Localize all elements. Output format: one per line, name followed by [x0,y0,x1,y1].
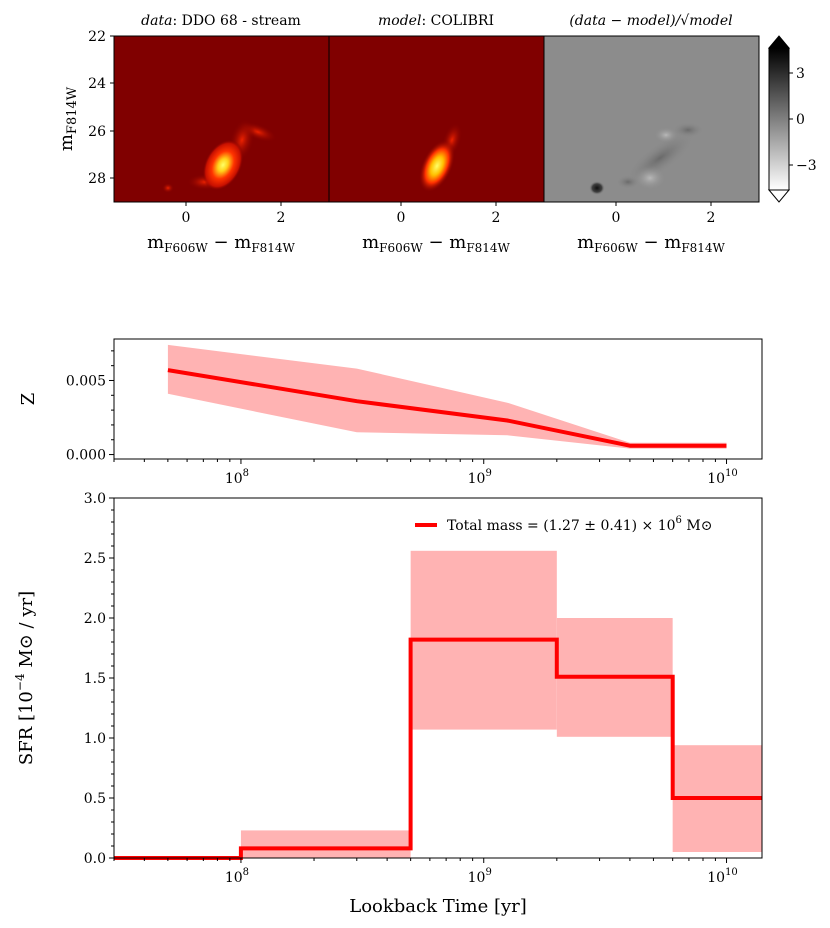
x-tick-label: 2 [492,210,501,226]
x-tick-label: 109 [468,867,492,886]
x-tick-label: 2 [277,210,286,226]
cmd-x-label: mF606W − mF814W [362,232,510,255]
sfr-x-ticks: 108 109 1010 [113,858,738,886]
cmd-panel-data [114,36,329,202]
y-tick-label: 0.0 [84,851,106,867]
z-median-line [167,368,727,448]
sfr-bin-band [240,830,411,858]
x-tick-label: 0 [182,210,191,226]
cmd-y-label: mF814W [56,86,80,151]
x-tick-label: 1010 [707,468,738,487]
sfr-x-label: Lookback Time [yr] [349,896,527,917]
sfr-panel: 0.0 0.5 1.0 1.5 2.0 2.5 3.0 108 109 1010 SFR [10… [13,491,763,917]
cmd-x-axes: 0 2 0 2 0 2 mF606W − mF814W mF606W − mF8… [147,202,726,255]
panel-title-residual: (data − model)/√model [569,13,732,29]
z-uncertainty-band [167,344,727,449]
y-tick-label: 2.5 [84,551,106,567]
residual-structure [672,122,704,138]
y-tick-label: 22 [88,29,106,45]
x-tick-label: 108 [225,867,249,886]
metallicity-panel: 0.000 0.005 108 109 1010 Z [18,338,763,487]
z-y-ticks: 0.000 0.005 [66,350,114,464]
cmd-panel-model [329,36,544,202]
y-tick-label: 0.005 [66,373,106,389]
cmd-panels: data: DDO 68 - stream model: COLIBRI (da… [56,13,817,255]
cmd-x-label: mF606W − mF814W [577,232,725,255]
y-tick-label: 3.0 [84,491,106,507]
x-tick-label: 0 [397,210,406,226]
residual-light [654,127,678,143]
panel-title-model: model: COLIBRI [378,13,494,29]
residual-light [634,166,666,190]
residual-dark-spot [589,181,605,195]
panel-title-data: data: DDO 68 - stream [141,13,301,29]
z-y-label: Z [18,393,39,406]
residual-structure [616,175,640,189]
colorbar-gradient [768,47,790,191]
x-tick-label: 2 [707,210,716,226]
y-tick-label: 1.5 [84,671,106,687]
y-tick-label: 26 [88,124,106,140]
x-tick-label: 0 [612,210,621,226]
colorbar-tick-label: 0 [796,112,805,128]
x-tick-label: 108 [225,468,249,487]
y-tick-label: 24 [88,76,106,92]
legend-label: Total mass = (1.27 ± 0.41) × 106 M⊙ [447,515,712,534]
colorbar-tick-label: 3 [796,66,805,82]
faint-dot [162,183,174,193]
x-tick-label: 1010 [707,867,738,886]
colorbar-extend-bottom [767,189,791,203]
colorbar-tick-label: −3 [796,158,817,174]
y-tick-label: 1.0 [84,731,106,747]
cmd-y-axis: 22 24 26 28 mF814W [56,29,114,187]
x-tick-label: 109 [468,468,492,487]
cmd-panel-residual [544,36,759,202]
y-tick-label: 28 [88,171,106,187]
colorbar-extend-top [767,35,791,49]
sfr-uncertainty-bands [240,550,762,858]
y-tick-label: 2.0 [84,611,106,627]
y-tick-label: 0.000 [66,448,106,464]
cmd-x-label: mF606W − mF814W [147,232,295,255]
y-tick-label: 0.5 [84,791,106,807]
rgb-core [202,139,244,191]
sfr-step-line [114,637,762,860]
colorbar: 3 0 −3 [767,35,817,203]
model-core [418,139,456,193]
z-x-ticks: 108 109 1010 [113,459,738,487]
panel-frame-residual [543,35,760,203]
sfr-y-ticks: 0.0 0.5 1.0 1.5 2.0 2.5 3.0 [84,491,114,867]
z-plot-frame [113,338,763,460]
sfr-legend: Total mass = (1.27 ± 0.41) × 106 M⊙ [415,515,712,534]
sfr-y-label: SFR [10−4 M⊙ / yr] [13,591,37,765]
